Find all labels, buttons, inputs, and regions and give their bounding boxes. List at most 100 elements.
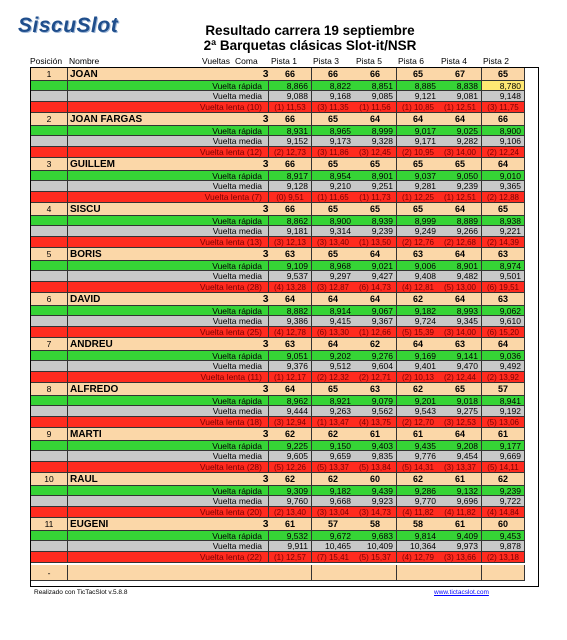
slow-lap-row-label: Vuelta lenta (22) [68, 552, 269, 563]
avg-lap-row-value: 9,770 [397, 496, 440, 507]
empty-row-cell [482, 565, 525, 581]
pista-laps-cell: 62 [397, 473, 440, 486]
header-pista-5: Pista 5 [356, 56, 382, 66]
fast-lap-row-label: Vuelta rápida [68, 441, 269, 451]
avg-lap-row-label: Vuelta media [68, 496, 269, 507]
avg-lap-row-value: 9,088 [269, 91, 312, 102]
pista-laps-cell: 62 [482, 473, 525, 486]
slow-lap-row-value: (1) 12,25 [397, 192, 440, 203]
slow-lap-row-label: Vuelta lenta (12) [68, 147, 269, 158]
pista-laps-cell: 64 [482, 158, 525, 171]
slow-lap-row-value: (1) 10,85 [397, 102, 440, 113]
pista-laps-cell: 62 [312, 473, 355, 486]
pista-laps-cell: 64 [354, 248, 397, 261]
slow-lap-row-label: Vuelta lenta (11) [68, 372, 269, 383]
avg-lap-row-value: 9,470 [439, 361, 482, 372]
avg-lap-row-value: 9,878 [482, 541, 525, 552]
fast-lap-row-value: 8,921 [312, 396, 355, 406]
slow-lap-row-value: (1) 11,56 [354, 102, 397, 113]
slow-lap-row-spacer [31, 237, 68, 248]
slow-lap-row-spacer [31, 462, 68, 473]
pista-laps-cell: 61 [354, 428, 397, 441]
page-subtitle: 2ª Barquetas clásicas Slot-it/NSR [203, 38, 417, 53]
fast-lap-row-value: 9,079 [354, 396, 397, 406]
slow-lap-row-value: (3) 13,04 [312, 507, 355, 518]
slow-lap-row-label: Vuelta lenta (13) [68, 237, 269, 248]
avg-lap-row-spacer [31, 91, 68, 102]
slow-lap-row-value: (1) 11,73 [354, 192, 397, 203]
avg-lap-row-value: 9,239 [439, 181, 482, 192]
header-pista-1: Pista 1 [271, 56, 297, 66]
avg-lap-row-value: 9,365 [482, 181, 525, 192]
slow-lap-row-value: (4) 13,75 [354, 417, 397, 428]
slow-lap-row-value: (3) 11,86 [312, 147, 355, 158]
avg-lap-row-label: Vuelta media [68, 361, 269, 372]
slow-lap-row-value: (3) 12,53 [439, 417, 482, 428]
slow-lap-row-value: (2) 12,24 [482, 147, 525, 158]
fast-lap-row-value: 8,962 [269, 396, 312, 406]
driver-name-text: GUILLEM [70, 159, 115, 170]
fast-lap-row-value: 9,182 [397, 306, 440, 316]
pista-laps-cell: 64 [354, 113, 397, 126]
fast-lap-row-value: 9,201 [397, 396, 440, 406]
fast-lap-row-value: 9,010 [482, 171, 525, 181]
slow-lap-row-value: (3) 12,13 [269, 237, 312, 248]
slow-lap-row-spacer [31, 327, 68, 338]
avg-lap-row-spacer [31, 496, 68, 507]
slow-lap-row-value: (4) 12,78 [269, 327, 312, 338]
pista-laps-cell: 65 [482, 203, 525, 216]
avg-lap-row-value: 9,415 [312, 316, 355, 327]
header-vueltas: Vueltas [202, 56, 231, 66]
fast-lap-row-value: 8,901 [439, 261, 482, 271]
fast-lap-row-value: 8,914 [312, 306, 355, 316]
pista-laps-cell: 66 [269, 113, 312, 126]
slow-lap-row-value: (1) 12,66 [354, 327, 397, 338]
fast-lap-row-value: 8,900 [482, 126, 525, 136]
avg-lap-row-value: 9,181 [269, 226, 312, 237]
pista-laps-cell: 64 [439, 293, 482, 306]
slow-lap-row-value: (2) 13,40 [269, 507, 312, 518]
footer-link[interactable]: www.tictacslot.com [434, 589, 489, 596]
slow-lap-row-value: (3) 14,00 [439, 327, 482, 338]
fast-lap-row-label: Vuelta rápida [68, 531, 269, 541]
avg-lap-row-value: 9,923 [354, 496, 397, 507]
pista-laps-cell: 66 [312, 68, 355, 81]
fast-lap-row-value: 8,917 [269, 171, 312, 181]
slow-lap-row-value: (0) 9,51 [269, 192, 312, 203]
position-cell: 3 [31, 158, 68, 171]
driver-block: 10RAUL369 ,044626260626162Vuelta rápida9… [31, 473, 538, 518]
avg-lap-row-label: Vuelta media [68, 226, 269, 237]
avg-lap-row-value: 9,251 [354, 181, 397, 192]
avg-lap-row-value: 9,722 [482, 496, 525, 507]
slow-lap-row-spacer [31, 417, 68, 428]
fast-lap-row-value: 9,036 [482, 351, 525, 361]
pista-laps-cell: 64 [312, 293, 355, 306]
fast-lap-row-spacer [31, 216, 68, 226]
avg-lap-row-value: 9,192 [482, 406, 525, 417]
slow-lap-row-value: (1) 12,57 [269, 552, 312, 563]
avg-lap-row-spacer [31, 451, 68, 462]
slow-lap-label-text: Vuelta lenta [204, 192, 250, 202]
pista-laps-cell: 63 [482, 293, 525, 306]
fast-lap-row-value: 9,018 [439, 396, 482, 406]
header-nombre: Nombre [69, 56, 100, 66]
fast-lap-row-spacer [31, 531, 68, 541]
header-posicion: Posición [30, 56, 63, 66]
pista-laps-cell: 64 [439, 203, 482, 216]
slow-lap-label-text: Vuelta lenta [200, 372, 246, 382]
slow-lap-row-value: (3) 13,40 [312, 237, 355, 248]
fast-lap-row-value: 9,286 [397, 486, 440, 496]
pista-laps-cell: 64 [482, 338, 525, 351]
driver-name: DAVID381 ,010 [68, 293, 294, 306]
fast-lap-row-value: 8,866 [269, 81, 312, 91]
fast-lap-row-spacer [31, 306, 68, 316]
avg-lap-row-value: 10,409 [354, 541, 397, 552]
pista-laps-cell: 65 [482, 68, 525, 81]
pista-laps-cell: 60 [482, 518, 525, 531]
fast-lap-row-label: Vuelta rápida [68, 306, 269, 316]
avg-lap-row-value: 9,724 [397, 316, 440, 327]
avg-lap-row-value: 9,401 [397, 361, 440, 372]
position-cell: 6 [31, 293, 68, 306]
driver-name: JOAN FARGAS391 ,074 [68, 113, 294, 126]
driver-block: 4SISCU390 ,026666565656465Vuelta rápida8… [31, 203, 538, 248]
